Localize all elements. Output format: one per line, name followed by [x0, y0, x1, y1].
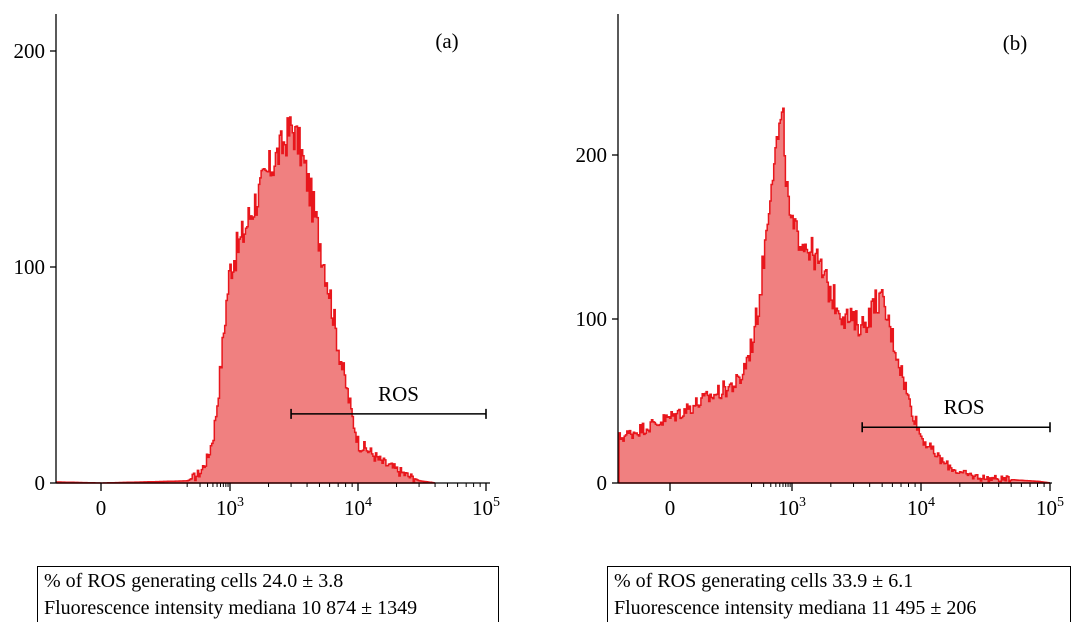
x-tick-label: 104 [907, 495, 935, 520]
histogram-area [56, 116, 436, 484]
x-tick-label: 0 [96, 496, 107, 520]
y-tick-label: 100 [576, 307, 608, 331]
y-tick-group: 0 100 200 [576, 143, 618, 495]
caption-box-a: % of ROS generating cells 24.0 ± 3.8 Flu… [37, 566, 499, 622]
y-tick-label: 0 [35, 471, 46, 495]
y-tick-label: 100 [14, 255, 46, 279]
x-tick-label: 0 [665, 496, 676, 520]
ros-gate: ROS [290, 382, 487, 419]
y-tick-group: 0 100 200 [14, 39, 56, 495]
x-tick-label: 105 [1036, 495, 1064, 520]
fluorescence-median-text: Fluorescence intensity mediana 11 495 ± … [614, 597, 977, 619]
y-tick-label: 200 [14, 39, 46, 63]
y-tick-label: 0 [597, 471, 608, 495]
ros-cells-percent-text: % of ROS generating cells 33.9 ± 6.1 [614, 570, 914, 592]
x-tick-group: 0 103 104 105 [96, 483, 500, 520]
fluorescence-median-text: Fluorescence intensity mediana 10 874 ± … [44, 597, 418, 619]
x-minor-tick-group [186, 483, 481, 487]
histogram-area [618, 107, 1051, 484]
x-tick-label: 103 [216, 495, 244, 520]
histogram-panel-a: 0 100 200 0 103 104 105 ROS (a) [14, 14, 500, 520]
panel-label: (b) [1003, 31, 1028, 55]
panel-label: (a) [435, 29, 458, 53]
caption-box-b: % of ROS generating cells 33.9 ± 6.1 Flu… [607, 566, 1071, 622]
x-tick-label: 105 [472, 495, 500, 520]
ros-gate: ROS [861, 395, 1051, 433]
histogram-panel-b: 0 100 200 0 103 104 105 ROS (b) [576, 14, 1064, 520]
x-tick-label: 103 [778, 495, 806, 520]
gate-label: ROS [378, 382, 419, 406]
ros-cells-percent-text: % of ROS generating cells 24.0 ± 3.8 [44, 570, 344, 592]
gate-label: ROS [944, 395, 985, 419]
x-tick-group: 0 103 104 105 [665, 483, 1064, 520]
x-minor-tick-group [750, 483, 1045, 487]
x-tick-label: 104 [344, 495, 372, 520]
y-tick-label: 200 [576, 143, 608, 167]
